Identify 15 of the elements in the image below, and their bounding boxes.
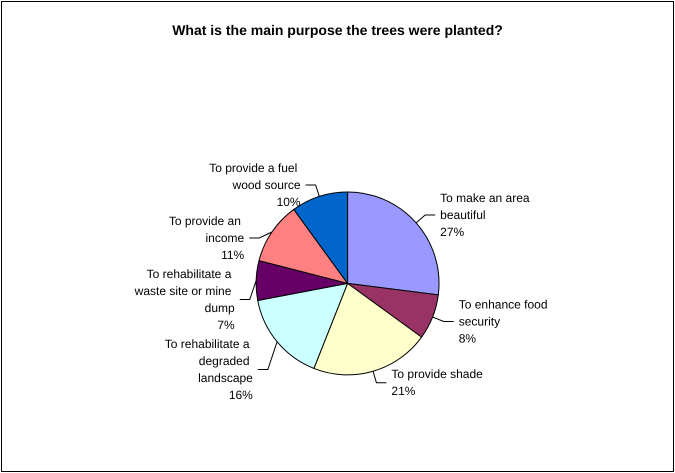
data-label: 8% bbox=[458, 331, 476, 346]
slice-label: To rehabilitate a waste site or mine dump bbox=[134, 267, 236, 316]
data-label: 10% bbox=[276, 195, 301, 210]
slice-label: To provide a fuel wood source bbox=[209, 161, 301, 192]
slice-label: To rehabilitate a degraded landscape bbox=[164, 337, 254, 386]
data-label: 21% bbox=[391, 384, 416, 398]
data-label: 11% bbox=[221, 248, 245, 262]
data-label: 16% bbox=[228, 388, 254, 402]
chart-title: What is the main purpose the trees were planted? bbox=[172, 22, 503, 38]
data-label: 7% bbox=[217, 318, 236, 332]
slice-label: To make an area beautiful bbox=[440, 190, 533, 222]
slice-label: To provide shade bbox=[391, 367, 484, 382]
data-label: 27% bbox=[440, 224, 465, 239]
slice-label: To provide an income bbox=[168, 214, 245, 246]
slice-label: To enhance food security bbox=[458, 297, 551, 328]
